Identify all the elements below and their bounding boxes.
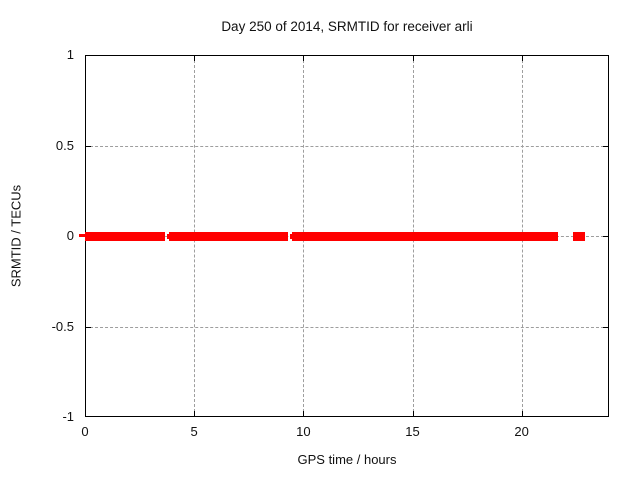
y-gridline [85, 145, 609, 147]
y-tick-left [85, 145, 91, 147]
x-tick-top [194, 55, 196, 61]
x-tick-label: 15 [405, 424, 420, 439]
y-tick-label: 0 [66, 228, 74, 243]
data-series-segment [572, 231, 585, 241]
x-tick-label: 20 [514, 424, 529, 439]
y-tick-label: 1 [66, 47, 74, 62]
data-series-segment [291, 231, 558, 241]
y-axis-title: SRMTID / TECUs [8, 184, 24, 288]
data-series-segment [85, 231, 165, 241]
y-tick-left [85, 326, 91, 328]
y-tick-right [603, 236, 609, 237]
x-tick-bottom [521, 411, 523, 417]
x-tick-bottom [194, 411, 196, 417]
data-series-segment [289, 233, 292, 239]
x-tick-label: 0 [81, 424, 89, 439]
x-tick-top [521, 55, 523, 61]
y-gridline [85, 326, 609, 328]
y-tick-label: -0.5 [51, 318, 74, 334]
data-series-segment [166, 233, 169, 239]
x-tick-label: 10 [296, 424, 311, 439]
x-tick-top [303, 55, 305, 61]
x-tick-bottom [303, 411, 305, 417]
y-tick-label: -1 [62, 409, 74, 424]
x-tick-bottom [412, 411, 414, 417]
x-tick-label: 5 [190, 424, 198, 439]
y-tick-right [603, 145, 609, 147]
y-tick-right [603, 326, 609, 328]
x-axis-title: GPS time / hours [297, 452, 397, 467]
y-tick-label: 0.5 [55, 137, 74, 153]
data-series-segment [169, 231, 289, 241]
x-tick-top [412, 55, 414, 61]
chart-title: Day 250 of 2014, SRMTID for receiver arl… [221, 19, 473, 34]
